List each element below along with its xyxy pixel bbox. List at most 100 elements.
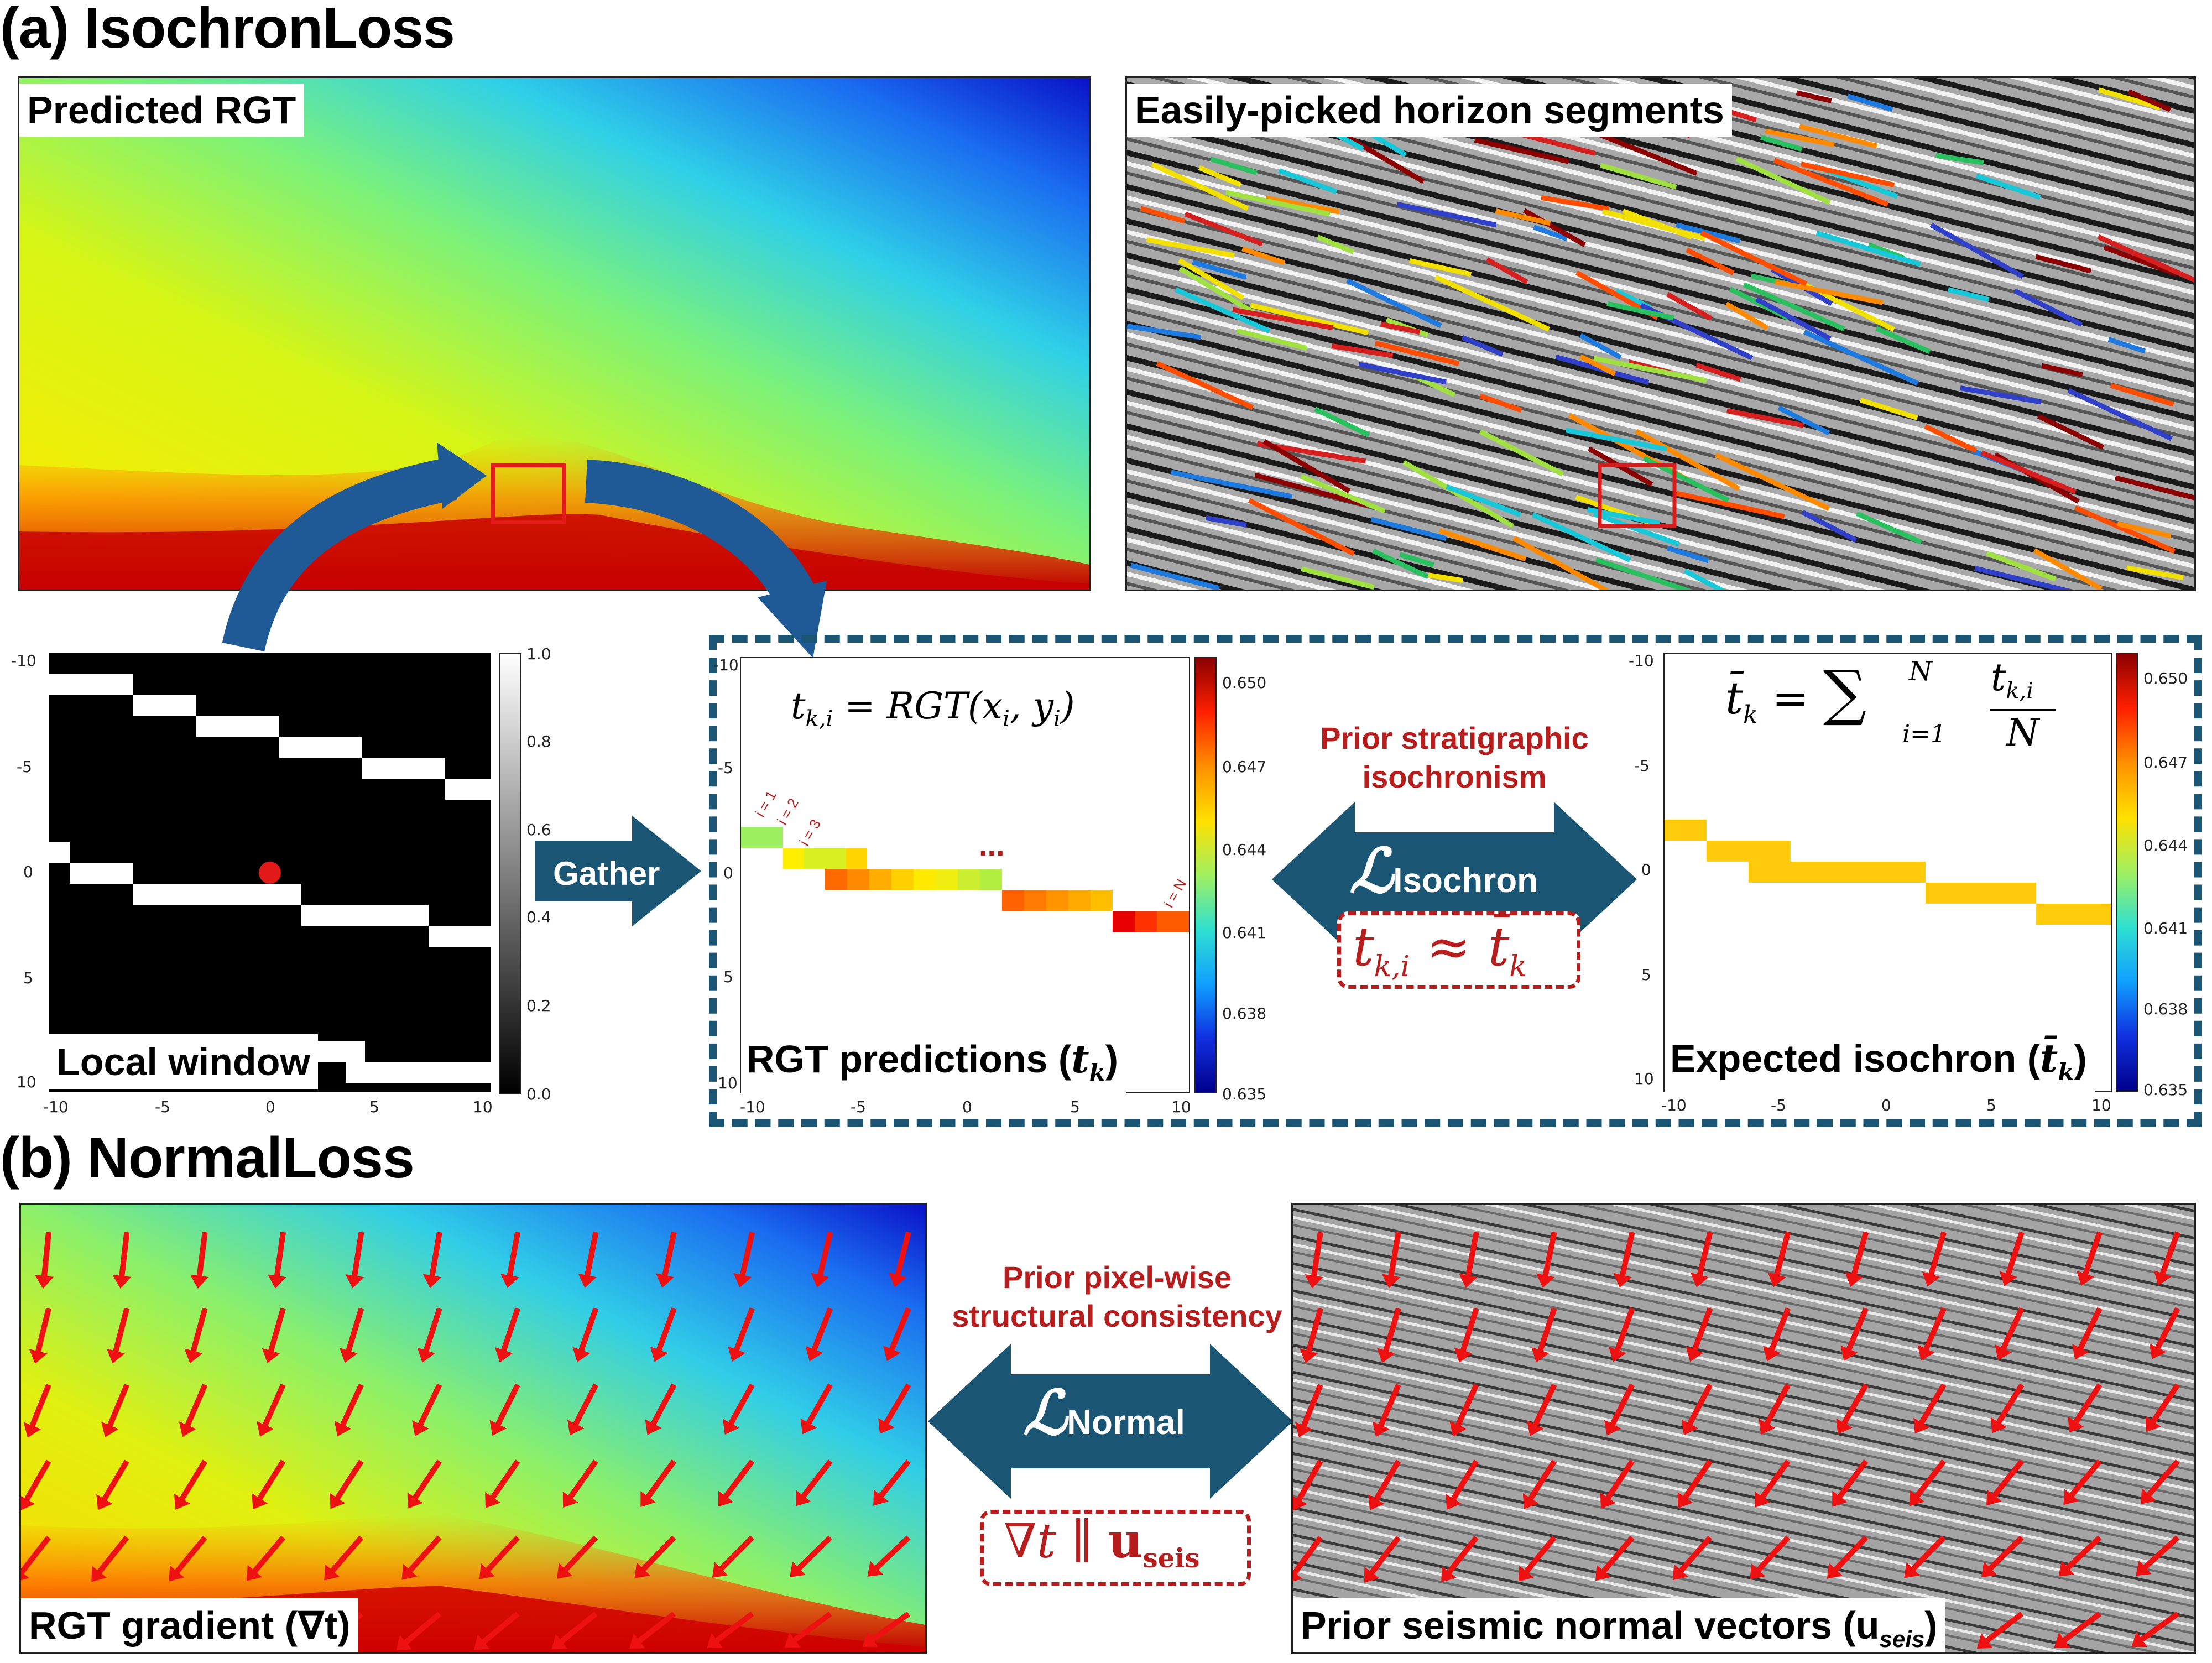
- normal-arrowhead: [1608, 1347, 1626, 1362]
- ei-ytick: 5: [1641, 966, 1651, 984]
- ei-cbar-tick: 0.641: [2143, 919, 2188, 937]
- section-b-title: (b) NormalLoss: [0, 1126, 415, 1190]
- horizon-segment: [1601, 208, 1706, 241]
- normal-arrowhead: [1917, 1344, 1935, 1361]
- normal-arrowhead: [1449, 1421, 1467, 1437]
- normal-arrow: [1683, 1459, 1713, 1499]
- normal-arrowhead: [2131, 1631, 2148, 1648]
- horizon-segment: [1262, 439, 1351, 493]
- normal-arrow: [2073, 1383, 2103, 1424]
- normal-arrowhead: [862, 1631, 879, 1648]
- horizon-segment: [1358, 362, 1447, 385]
- normal-arrowhead: [1531, 1347, 1550, 1363]
- normal-arrow: [568, 1459, 598, 1499]
- normal-arrow: [585, 1232, 599, 1276]
- normal-arrow: [1537, 1307, 1557, 1352]
- normal-arrowhead: [634, 1562, 650, 1578]
- rp-xtick: 5: [1070, 1098, 1080, 1116]
- normal-arrowhead: [29, 1349, 48, 1364]
- horizon-segment: [1683, 569, 1726, 590]
- horizon-segment: [1479, 429, 1564, 477]
- normal-arrowhead: [174, 1494, 190, 1510]
- normal-arrowhead: [1976, 1633, 1993, 1649]
- horizon-segment: [1765, 128, 1835, 148]
- normal-arrowhead: [396, 1635, 413, 1651]
- normal-arrow: [2005, 1231, 2025, 1275]
- expected-isochron-colorbar: [2116, 653, 2138, 1092]
- normal-arrow: [662, 1231, 677, 1276]
- normal-arrowhead: [578, 1273, 597, 1288]
- curved-arrows: [222, 442, 827, 658]
- eq-fraction-bar: [1990, 709, 2056, 711]
- normal-arrow: [879, 1459, 911, 1498]
- normal-arrowhead: [1691, 1273, 1709, 1287]
- normal-arrow: [728, 1383, 755, 1425]
- normal-arrow: [413, 1459, 442, 1500]
- horizon-segment: [1773, 158, 1889, 207]
- predicted-rgt-label: Predicted RGT: [19, 84, 304, 137]
- horizon-segment: [2037, 414, 2104, 450]
- normal-loss-symbol: ℒNormal: [1023, 1377, 1185, 1448]
- normal-arrow: [2065, 1535, 2102, 1570]
- normal-arrow: [2155, 1307, 2180, 1349]
- normal-arrow: [1764, 1383, 1791, 1425]
- horizon-segment: [1225, 190, 1331, 217]
- normal-arrowhead: [707, 1633, 723, 1649]
- isochron-loss-symbol: ℒIsochron: [1349, 835, 1538, 906]
- horizon-segment: [1593, 511, 1680, 547]
- horizon-segment: [2114, 475, 2194, 501]
- normal-arrow: [806, 1383, 833, 1425]
- rp-cbar-tick: 0.635: [1222, 1085, 1267, 1103]
- normal-arrow: [1846, 1307, 1869, 1351]
- normal-constraint: ∇t ∥ useis: [1004, 1513, 1200, 1575]
- normal-arrowhead: [340, 1348, 358, 1363]
- rp-ytick: 5: [723, 968, 733, 986]
- normal-arrow: [175, 1535, 207, 1574]
- normal-double-arrow: [928, 1344, 1293, 1499]
- horizon-segment: [1533, 225, 1568, 242]
- normal-arrowhead: [2068, 1416, 2084, 1433]
- horizon-segment: [1314, 406, 1370, 437]
- isochron-constraint-box: [1337, 911, 1580, 989]
- rp-ytick: -10: [713, 656, 739, 674]
- normal-arrowhead: [1767, 1272, 1786, 1287]
- horizon-segment: [1666, 545, 1709, 564]
- normal-arrowhead: [888, 1272, 907, 1287]
- normal-arrow: [179, 1459, 207, 1500]
- normal-arrowhead: [790, 1561, 806, 1577]
- normal-arrow: [41, 1232, 51, 1277]
- lw-xtick: -5: [155, 1098, 170, 1116]
- normal-arrow: [578, 1307, 599, 1352]
- horizon-segment: [1522, 208, 1587, 247]
- normal-arrow: [650, 1383, 677, 1425]
- normal-arrowhead: [1827, 1563, 1843, 1579]
- rp-ytick: 10: [718, 1074, 738, 1092]
- normal-arrowhead: [101, 1421, 119, 1437]
- horizon-segment: [1485, 257, 1528, 285]
- horizon-segment: [1331, 343, 1394, 358]
- lw-cbar-tick: 0.2: [526, 997, 551, 1015]
- lw-xtick: 0: [265, 1098, 275, 1116]
- horizon-segment: [1254, 472, 1369, 508]
- normal-arrowhead: [334, 1420, 352, 1437]
- horizon-segment: [1402, 460, 1514, 529]
- normal-arrowhead: [1986, 1489, 2002, 1506]
- horizon-segment: [1248, 498, 1355, 556]
- seismic-normals-panel: Prior seismic normal vectors (useis): [1291, 1203, 2196, 1654]
- normal-arrowhead: [1981, 1561, 1997, 1578]
- normal-arrow: [1697, 1231, 1713, 1276]
- horizon-segment: [1777, 405, 1830, 436]
- normal-arrow: [1837, 1459, 1869, 1499]
- normal-arrowhead: [1672, 1564, 1688, 1581]
- rp-ytick: -5: [718, 759, 733, 777]
- normal-arrow: [2147, 1459, 2180, 1497]
- normal-arrow: [889, 1307, 911, 1351]
- normal-arrowhead: [1454, 1347, 1473, 1363]
- horizon-segment: [1686, 247, 1735, 275]
- normal-arrowhead: [329, 1493, 346, 1509]
- normal-arrowhead: [1293, 1571, 1302, 1582]
- ei-xtick: 5: [1986, 1096, 1996, 1114]
- normal-arrow: [1620, 1231, 1635, 1276]
- normal-arrowhead: [1381, 1274, 1401, 1289]
- isochron-dashed-box: [709, 635, 2202, 1127]
